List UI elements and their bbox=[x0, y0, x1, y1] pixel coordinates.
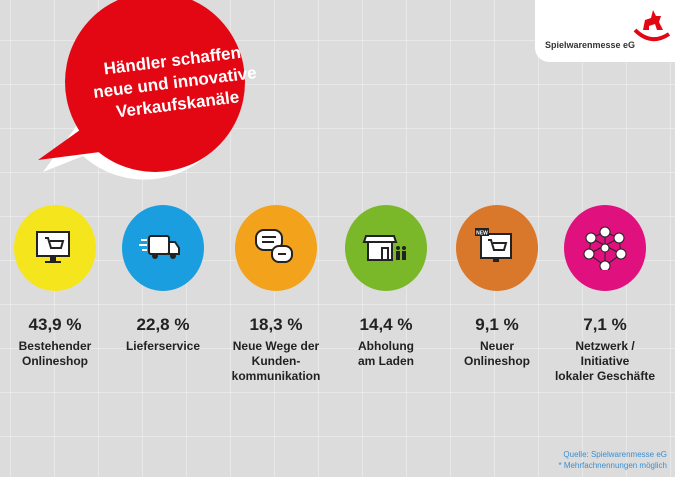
stat-label: Lieferservice bbox=[125, 339, 201, 353]
stat-label: Neue Wege der Kunden- kommunikation bbox=[231, 339, 321, 383]
logo: Spielwarenmesse eG bbox=[535, 0, 675, 62]
stat-value: 14,4 % bbox=[359, 315, 413, 334]
network-people-icon bbox=[583, 226, 627, 270]
icon-circle bbox=[345, 205, 427, 291]
monitor-cart-icon bbox=[36, 231, 70, 263]
rocking-horse-icon bbox=[633, 10, 671, 42]
stat-item: 18,3 % Neue Wege der Kunden- kommunikati… bbox=[216, 205, 336, 384]
footnote: * Mehrfachnennungen möglich bbox=[558, 461, 667, 470]
stat-item: 43,9 % Bestehender Onlineshop bbox=[0, 205, 115, 369]
stat-item: 22,8 % Lieferservice bbox=[103, 205, 223, 354]
speech-bubble bbox=[38, 0, 245, 180]
svg-text:NEW: NEW bbox=[476, 231, 488, 237]
stat-item: NEW 9,1 % Neuer Onlineshop bbox=[437, 205, 557, 369]
stat-value: 22,8 % bbox=[136, 315, 190, 334]
new-monitor-cart-icon: NEW bbox=[475, 228, 512, 262]
icon-circle bbox=[564, 205, 646, 291]
stat-label: Bestehender Onlineshop bbox=[18, 339, 92, 368]
icon-circle bbox=[235, 205, 317, 291]
source: Quelle: Spielwarenmesse eG bbox=[563, 450, 667, 459]
stat-item: 7,1 % Netzwerk / Initiative lokaler Gesc… bbox=[545, 205, 665, 384]
delivery-truck-icon bbox=[139, 235, 180, 259]
stat-value: 43,9 % bbox=[28, 315, 82, 334]
speech-bubbles-icon bbox=[255, 229, 293, 263]
stat-label: Netzwerk / Initiative lokaler Geschäfte bbox=[554, 339, 656, 383]
stat-value: 7,1 % bbox=[583, 315, 627, 334]
stat-label: Abholung am Laden bbox=[357, 339, 414, 368]
icon-circle bbox=[14, 205, 96, 291]
storefront-icon bbox=[362, 235, 406, 261]
icon-circle: NEW bbox=[456, 205, 538, 291]
stat-item: 14,4 % Abholung am Laden bbox=[326, 205, 446, 369]
stat-value: 18,3 % bbox=[249, 315, 303, 334]
icon-circle bbox=[122, 205, 204, 291]
stat-value: 9,1 % bbox=[475, 315, 519, 334]
stat-label: Neuer Onlineshop bbox=[464, 339, 530, 368]
logo-text: Spielwarenmesse eG bbox=[545, 40, 636, 50]
source-note: Quelle: Spielwarenmesse eG * Mehrfachnen… bbox=[558, 449, 667, 471]
